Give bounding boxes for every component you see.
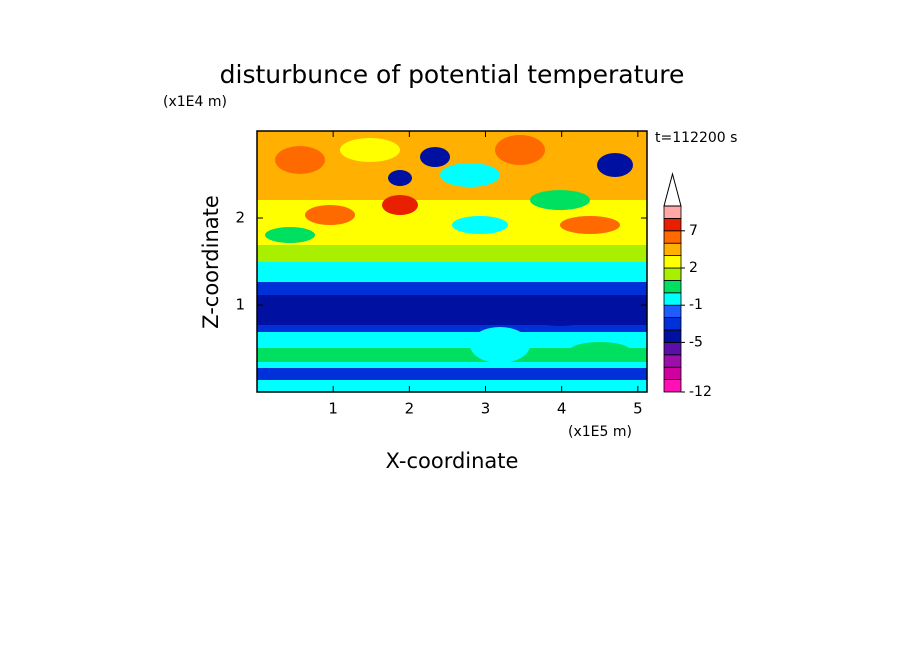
x-tick-label: 3 xyxy=(481,400,491,418)
colorbar-box xyxy=(663,230,682,244)
y-tick-label: 2 xyxy=(235,209,245,227)
colorbar-tick-label: -5 xyxy=(689,334,703,350)
x-axis-label: X-coordinate xyxy=(386,449,519,473)
colorbar-box xyxy=(663,242,682,256)
y-axis-label: Z-coordinate xyxy=(199,195,223,329)
x-unit: (x1E5 m) xyxy=(568,424,632,440)
colorbar-box xyxy=(663,354,682,368)
colorbar-box xyxy=(663,267,682,281)
colorbar-box xyxy=(663,279,682,294)
colorbar-tick-label: 2 xyxy=(689,260,698,276)
x-tick-label: 5 xyxy=(633,400,643,418)
colorbar-box xyxy=(663,366,682,381)
colorbar-box xyxy=(663,292,682,306)
y-unit: (x1E4 m) xyxy=(163,94,227,110)
time-label: t=112200 s xyxy=(655,130,737,146)
x-tick-label: 4 xyxy=(557,400,567,418)
colorbar-tick-label: 7 xyxy=(689,223,698,239)
colorbar-box xyxy=(663,217,682,232)
colorbar-tick-label: -12 xyxy=(689,384,712,400)
colorbar-tick-label: -1 xyxy=(689,297,703,313)
colorbar-box xyxy=(663,317,682,331)
contour-field xyxy=(257,131,647,392)
x-tick-label: 2 xyxy=(405,400,415,418)
colorbar-extend xyxy=(663,172,682,207)
colorbar-box xyxy=(663,304,682,319)
y-tick-label: 1 xyxy=(235,296,245,314)
chart-title: disturbunce of potential temperature xyxy=(220,60,685,89)
plot-frame xyxy=(256,130,648,393)
colorbar-box xyxy=(663,341,682,356)
x-tick-label: 1 xyxy=(328,400,338,418)
colorbar-box xyxy=(663,379,682,393)
colorbar-box xyxy=(663,329,682,343)
colorbar-box xyxy=(663,205,682,219)
colorbar-box xyxy=(663,255,682,269)
